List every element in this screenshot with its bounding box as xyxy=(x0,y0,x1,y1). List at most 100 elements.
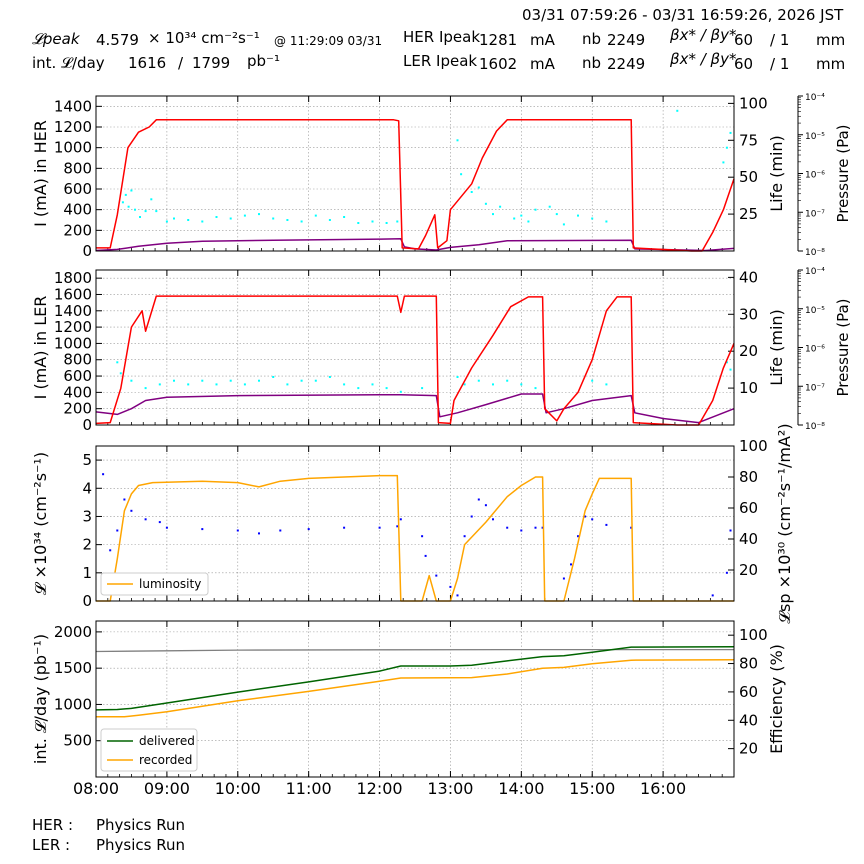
lifetime-point xyxy=(676,109,679,112)
lifetime-point xyxy=(243,214,246,217)
lifetime-point xyxy=(130,189,133,192)
specific-lumi-point xyxy=(477,498,480,501)
lifetime-point xyxy=(229,379,232,382)
her-peak-current: 1281 xyxy=(479,31,518,49)
lifetime-point xyxy=(139,216,141,218)
y2-tick-label: 50 xyxy=(739,168,758,186)
ler-peak-label: LER Ipeak xyxy=(403,52,478,70)
y2-tick-label: 20 xyxy=(739,342,758,360)
lifetime-point xyxy=(187,219,190,221)
y-axis-label: int. 𝓛/day (pb⁻¹) xyxy=(31,634,50,764)
pressure-tick-label: 10⁻⁵ xyxy=(805,306,825,316)
y-tick-label: 200 xyxy=(63,221,92,239)
specific-lumi-point xyxy=(520,529,523,532)
specific-lumi-point xyxy=(130,509,133,512)
pressure-tick-label: 10⁻⁴ xyxy=(805,267,825,277)
lifetime-point xyxy=(548,205,551,208)
y2-tick-label: 80 xyxy=(739,655,758,673)
y-axis-label: I (mA) in HER xyxy=(31,120,50,227)
y2-tick-label: 10 xyxy=(739,379,758,397)
x-tick-label: 16:00 xyxy=(640,779,686,798)
panel-frame xyxy=(95,269,735,426)
lifetime-point xyxy=(371,383,374,386)
specific-lumi-point xyxy=(570,563,572,566)
lifetime-point xyxy=(371,220,374,223)
y2-tick-label: 80 xyxy=(739,468,758,486)
x-tick-label: 08:00 xyxy=(73,779,119,798)
lifetime-point xyxy=(130,379,133,382)
intl-separator: / xyxy=(178,54,184,72)
specific-lumi-point xyxy=(711,594,714,597)
lifetime-point xyxy=(591,379,594,382)
lifetime-point xyxy=(421,387,424,390)
lpeak-label: 𝓛peak xyxy=(32,30,80,48)
specific-lumi-point xyxy=(630,526,633,529)
y2-axis-label: Life (min) xyxy=(767,309,786,386)
y-tick-label: 600 xyxy=(63,367,92,385)
specific-lumi-point xyxy=(258,532,260,535)
specific-lumi-point xyxy=(201,528,204,531)
specific-lumi-point xyxy=(562,577,565,580)
lifetime-point xyxy=(124,193,127,196)
y-tick-label: 500 xyxy=(63,732,92,750)
her-beta-y: / 1 xyxy=(770,31,790,49)
lifetime-point xyxy=(243,383,246,386)
lifetime-point xyxy=(513,217,516,220)
panel-her xyxy=(95,95,803,252)
y2-axis-label: 𝓛sp ×10³⁰ (cm⁻²s⁻¹/mA²) xyxy=(775,423,794,623)
pressure-tick-label: 10⁻⁸ xyxy=(805,248,825,258)
pressure-tick-label: 10⁻⁶ xyxy=(805,171,825,181)
specific-lumi-point xyxy=(102,473,105,476)
lifetime-point xyxy=(385,387,388,390)
x-tick-label: 14:00 xyxy=(498,779,544,798)
y-tick-label: 1000 xyxy=(54,695,92,713)
lifetime-point xyxy=(286,383,289,386)
her-beta-x: 60 xyxy=(734,31,754,49)
lifetime-point xyxy=(116,361,119,364)
lifetime-point xyxy=(534,208,537,211)
lifetime-point xyxy=(456,376,459,378)
lifetime-point xyxy=(357,222,360,224)
lifetime-point xyxy=(456,139,459,142)
legend-recorded-label: recorded xyxy=(139,753,192,767)
lifetime-point xyxy=(215,383,218,386)
lifetime-point xyxy=(385,222,388,224)
ler-beta-x: 60 xyxy=(734,55,754,73)
y-tick-label: 0 xyxy=(82,242,92,260)
lifetime-point xyxy=(477,186,480,189)
lifetime-point xyxy=(470,191,473,193)
lifetime-point xyxy=(399,390,402,393)
delivered-line xyxy=(95,646,735,711)
ler-beta-y: / 1 xyxy=(770,55,790,73)
her-beta-label: βx* / βy* xyxy=(670,26,737,44)
lifetime-point xyxy=(357,387,360,390)
intl-unit: pb⁻¹ xyxy=(247,52,280,70)
lifetime-point xyxy=(477,379,480,382)
y-tick-label: 3 xyxy=(82,507,92,525)
lifetime-point xyxy=(343,383,346,386)
y2-tick-label: 60 xyxy=(739,499,758,517)
y2-axis-label: Efficiency (%) xyxy=(767,644,786,754)
lifetime-point xyxy=(201,379,204,382)
x-tick-label: 10:00 xyxy=(215,779,261,798)
y-axis-label: 𝓛 ×10³⁴ (cm⁻²s⁻¹) xyxy=(31,452,50,595)
specific-lumi-point xyxy=(343,526,346,529)
ler-peak-unit: mA xyxy=(530,55,555,73)
lifetime-point xyxy=(729,368,732,371)
lpeak-value: 4.579 xyxy=(96,31,139,49)
lifetime-point xyxy=(314,214,317,217)
y-tick-label: 800 xyxy=(63,159,92,177)
her-beta-unit: mm xyxy=(816,31,846,49)
lifetime-point xyxy=(201,220,204,223)
specific-lumi-point xyxy=(725,571,728,574)
time-range: 03/31 07:59:26 - 03/31 16:59:26, 2026 JS… xyxy=(522,6,844,24)
pressure-tick-label: 10⁻⁷ xyxy=(805,383,825,393)
pressure-tick-label: 10⁻⁶ xyxy=(805,345,825,355)
specific-lumi-point xyxy=(158,521,161,524)
panel-luminosity xyxy=(95,445,735,602)
her-nb-label: nb xyxy=(582,30,602,48)
lifetime-point xyxy=(286,219,289,221)
lifetime-point xyxy=(725,361,728,364)
pressure-axis-label: Pressure (Pa) xyxy=(834,124,852,222)
specific-lumi-point xyxy=(123,498,126,501)
